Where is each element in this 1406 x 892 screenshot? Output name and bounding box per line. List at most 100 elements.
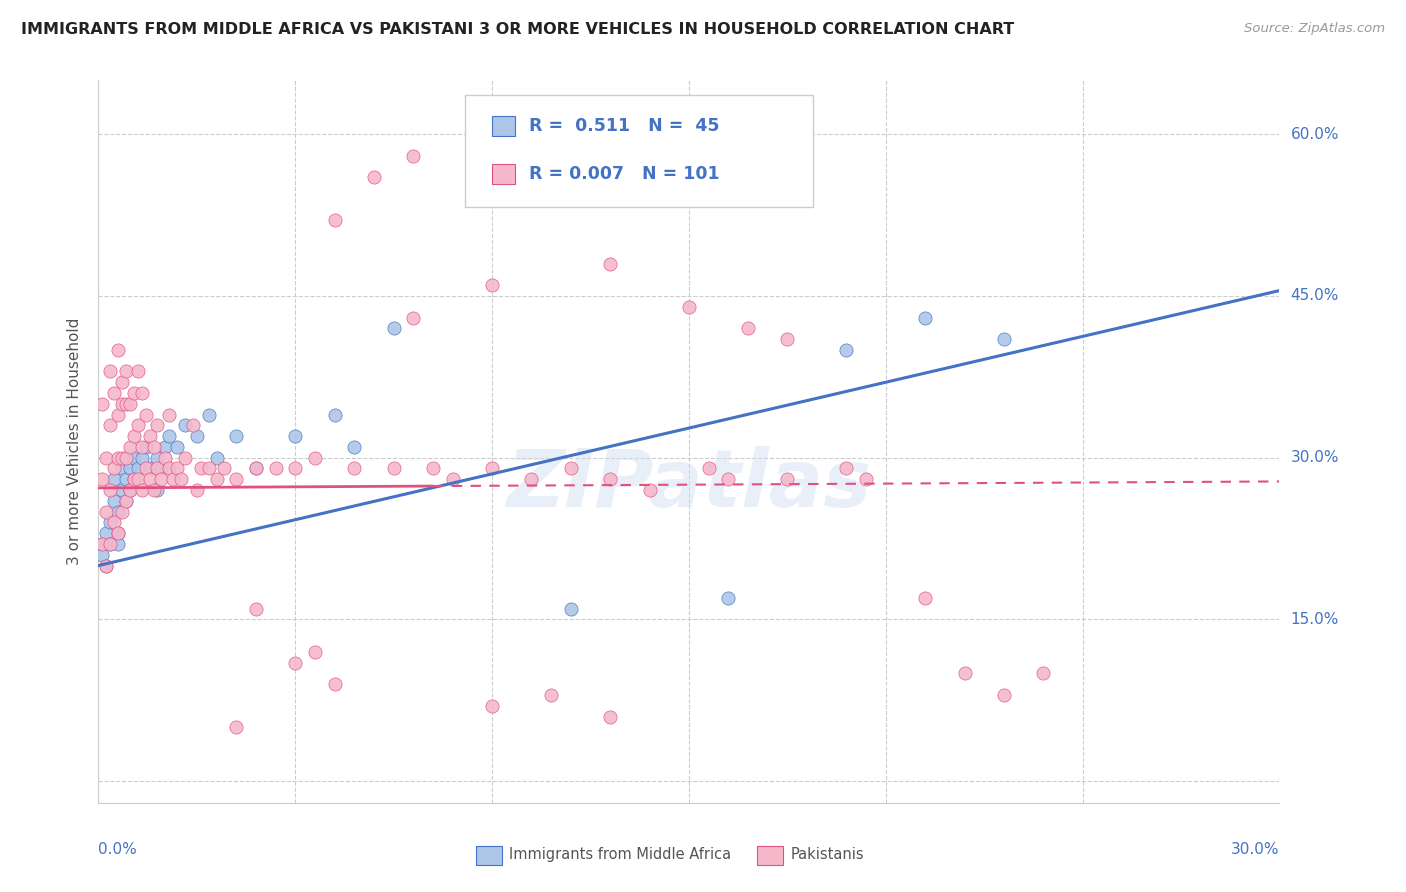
- Point: [304, 450, 326, 465]
- Text: R = 0.007   N = 101: R = 0.007 N = 101: [529, 165, 720, 183]
- Point: [382, 321, 405, 335]
- Point: [107, 505, 129, 519]
- Point: [170, 472, 193, 486]
- Point: [150, 461, 173, 475]
- Point: [214, 461, 236, 475]
- Text: 15.0%: 15.0%: [1291, 612, 1339, 627]
- Point: [107, 343, 129, 357]
- Point: [98, 364, 121, 378]
- Point: [131, 483, 153, 497]
- Point: [225, 429, 247, 443]
- Point: [225, 472, 247, 486]
- Point: [111, 461, 134, 475]
- Point: [111, 505, 134, 519]
- Point: [481, 698, 503, 713]
- Point: [540, 688, 562, 702]
- Point: [343, 440, 366, 454]
- Point: [205, 450, 228, 465]
- Point: [155, 450, 177, 465]
- Point: [174, 450, 197, 465]
- Point: [382, 461, 405, 475]
- Point: [717, 472, 740, 486]
- Point: [150, 472, 173, 486]
- Point: [96, 450, 118, 465]
- Point: [138, 429, 160, 443]
- Point: [166, 461, 188, 475]
- Point: [135, 461, 157, 475]
- Point: [835, 343, 858, 357]
- Point: [186, 483, 208, 497]
- Point: [953, 666, 976, 681]
- Point: [131, 386, 153, 401]
- Point: [520, 127, 543, 141]
- Point: [127, 461, 149, 475]
- Point: [197, 408, 219, 422]
- Point: [162, 472, 184, 486]
- Point: [304, 645, 326, 659]
- Point: [157, 461, 180, 475]
- Point: [155, 440, 177, 454]
- Point: [115, 397, 138, 411]
- Point: [157, 429, 180, 443]
- Point: [599, 472, 621, 486]
- Point: [107, 526, 129, 541]
- Point: [96, 558, 118, 573]
- Point: [363, 170, 385, 185]
- Point: [245, 601, 267, 615]
- Point: [776, 332, 799, 346]
- Point: [135, 408, 157, 422]
- Point: [186, 429, 208, 443]
- Point: [122, 386, 145, 401]
- Point: [96, 558, 118, 573]
- Point: [131, 450, 153, 465]
- Point: [122, 472, 145, 486]
- Text: 30.0%: 30.0%: [1232, 842, 1279, 856]
- Point: [343, 461, 366, 475]
- Text: 45.0%: 45.0%: [1291, 288, 1339, 303]
- Point: [122, 429, 145, 443]
- Point: [98, 537, 121, 551]
- Point: [103, 386, 125, 401]
- Point: [96, 526, 118, 541]
- Point: [717, 591, 740, 605]
- Point: [91, 537, 114, 551]
- Point: [98, 418, 121, 433]
- Point: [638, 483, 661, 497]
- Point: [402, 310, 425, 325]
- Point: [103, 493, 125, 508]
- Point: [225, 720, 247, 734]
- Point: [993, 688, 1015, 702]
- Point: [323, 677, 346, 691]
- Point: [142, 440, 165, 454]
- Text: IMMIGRANTS FROM MIDDLE AFRICA VS PAKISTANI 3 OR MORE VEHICLES IN HOUSEHOLD CORRE: IMMIGRANTS FROM MIDDLE AFRICA VS PAKISTA…: [21, 22, 1014, 37]
- Point: [776, 472, 799, 486]
- Point: [402, 149, 425, 163]
- Point: [135, 440, 157, 454]
- Point: [111, 397, 134, 411]
- Point: [146, 483, 169, 497]
- Point: [993, 332, 1015, 346]
- Point: [111, 483, 134, 497]
- Point: [107, 408, 129, 422]
- FancyBboxPatch shape: [758, 847, 783, 865]
- Point: [560, 461, 582, 475]
- FancyBboxPatch shape: [492, 164, 515, 185]
- FancyBboxPatch shape: [477, 847, 502, 865]
- Point: [323, 408, 346, 422]
- Point: [115, 493, 138, 508]
- Point: [98, 516, 121, 530]
- Point: [146, 461, 169, 475]
- Point: [111, 450, 134, 465]
- Text: ZIPatlas: ZIPatlas: [506, 446, 872, 524]
- Text: 60.0%: 60.0%: [1291, 127, 1339, 142]
- Point: [146, 418, 169, 433]
- Point: [107, 537, 129, 551]
- Point: [115, 472, 138, 486]
- Point: [96, 505, 118, 519]
- Point: [560, 601, 582, 615]
- Point: [520, 472, 543, 486]
- Point: [422, 461, 444, 475]
- Y-axis label: 3 or more Vehicles in Household: 3 or more Vehicles in Household: [67, 318, 83, 566]
- Point: [835, 461, 858, 475]
- Point: [107, 526, 129, 541]
